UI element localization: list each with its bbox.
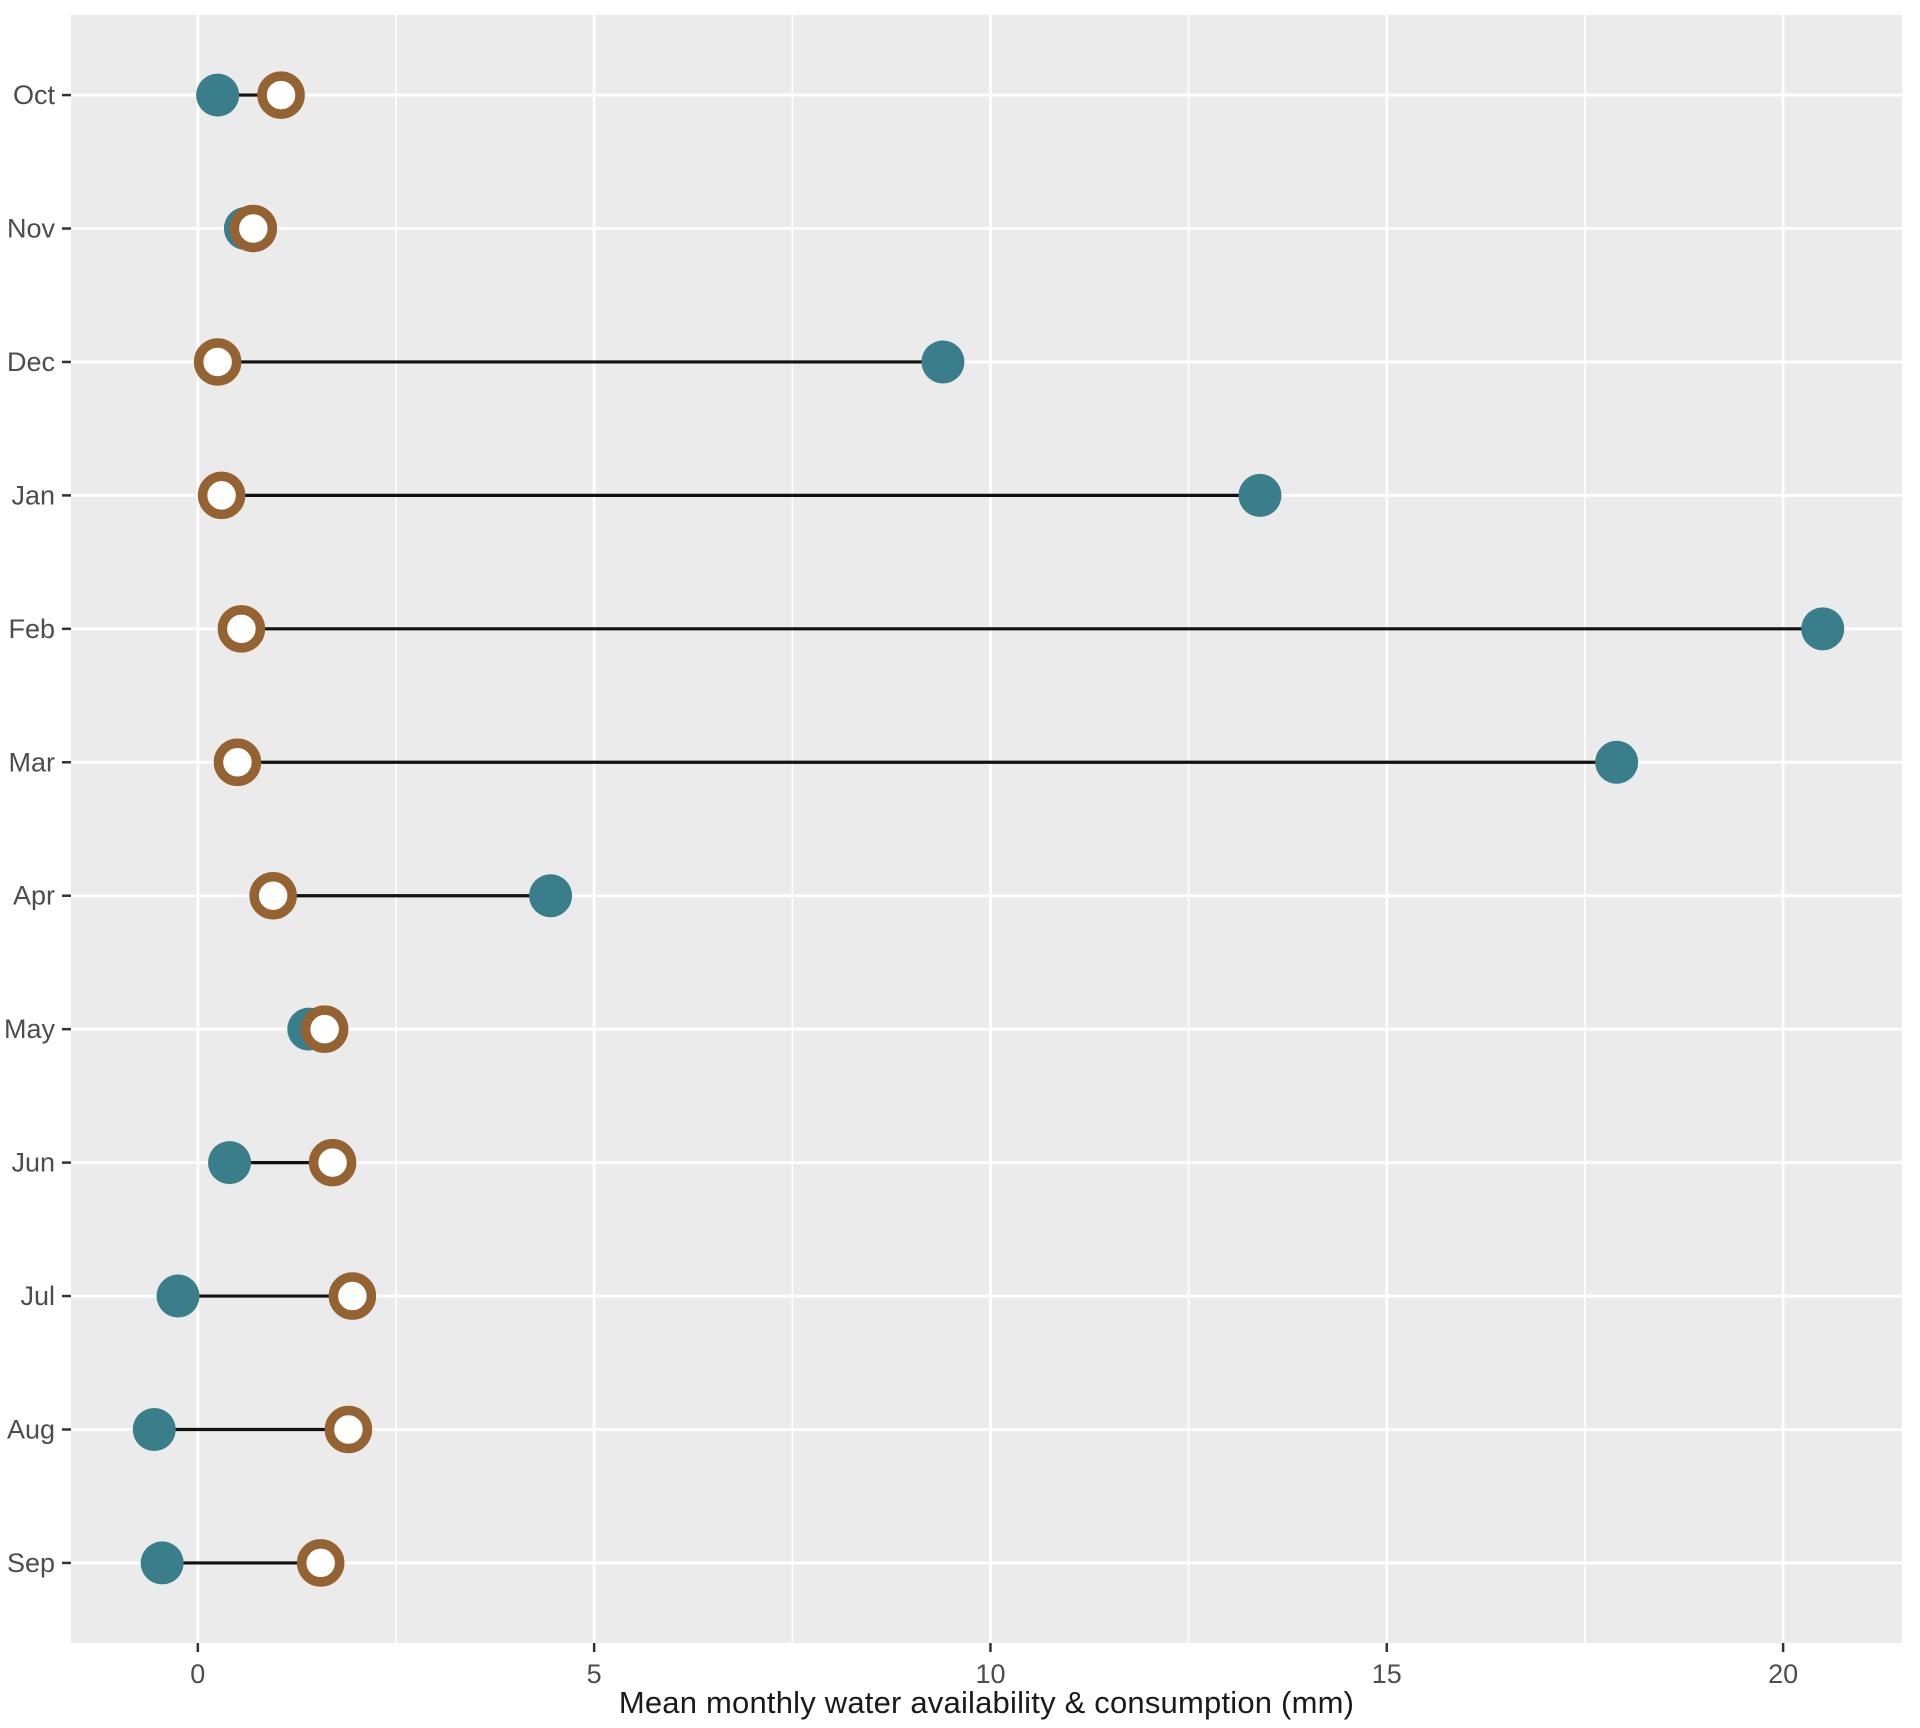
y-tick-label: Dec (7, 347, 55, 377)
y-tick-label: May (4, 1014, 56, 1044)
brown-ring (213, 738, 262, 787)
brown-ring (257, 71, 305, 119)
y-tick-label: Mar (9, 747, 56, 777)
y-tick-label: Nov (7, 214, 56, 244)
teal-dot (156, 1274, 200, 1318)
teal-dot (529, 874, 573, 918)
brown-ring (217, 605, 266, 653)
brown-ring (229, 204, 278, 253)
brown-ring (328, 1272, 377, 1320)
teal-dot (140, 1541, 184, 1585)
teal-dot (1801, 607, 1845, 651)
brown-ring (324, 1405, 373, 1454)
x-axis-title: Mean monthly water availability & consum… (618, 1685, 1355, 1720)
teal-dot (132, 1407, 176, 1451)
y-tick-label: Aug (7, 1414, 55, 1444)
x-tick-label: 10 (975, 1659, 1005, 1689)
y-tick-label: Apr (13, 881, 55, 911)
y-tick-label: Oct (13, 80, 56, 110)
teal-dot (1238, 473, 1282, 517)
x-tick-label: 15 (1372, 1659, 1402, 1689)
teal-dot (1595, 740, 1639, 784)
y-tick-label: Jun (11, 1148, 55, 1178)
teal-dot (196, 73, 240, 117)
plot-panel (71, 15, 1902, 1643)
y-tick-label: Jan (11, 480, 55, 510)
x-tick-label: 20 (1768, 1659, 1798, 1689)
y-tick-label: Jul (20, 1281, 55, 1311)
brown-ring (197, 471, 246, 520)
brown-ring (308, 1138, 357, 1187)
brown-ring (249, 871, 297, 920)
x-tick-label: 0 (190, 1659, 205, 1689)
brown-ring (300, 1005, 349, 1053)
teal-dot (208, 1141, 252, 1185)
brown-ring (193, 338, 242, 386)
x-tick-label: 5 (587, 1659, 602, 1689)
teal-dot (921, 340, 965, 384)
brown-ring (296, 1539, 345, 1587)
y-tick-label: Feb (8, 614, 55, 644)
y-tick-label: Sep (7, 1548, 55, 1578)
